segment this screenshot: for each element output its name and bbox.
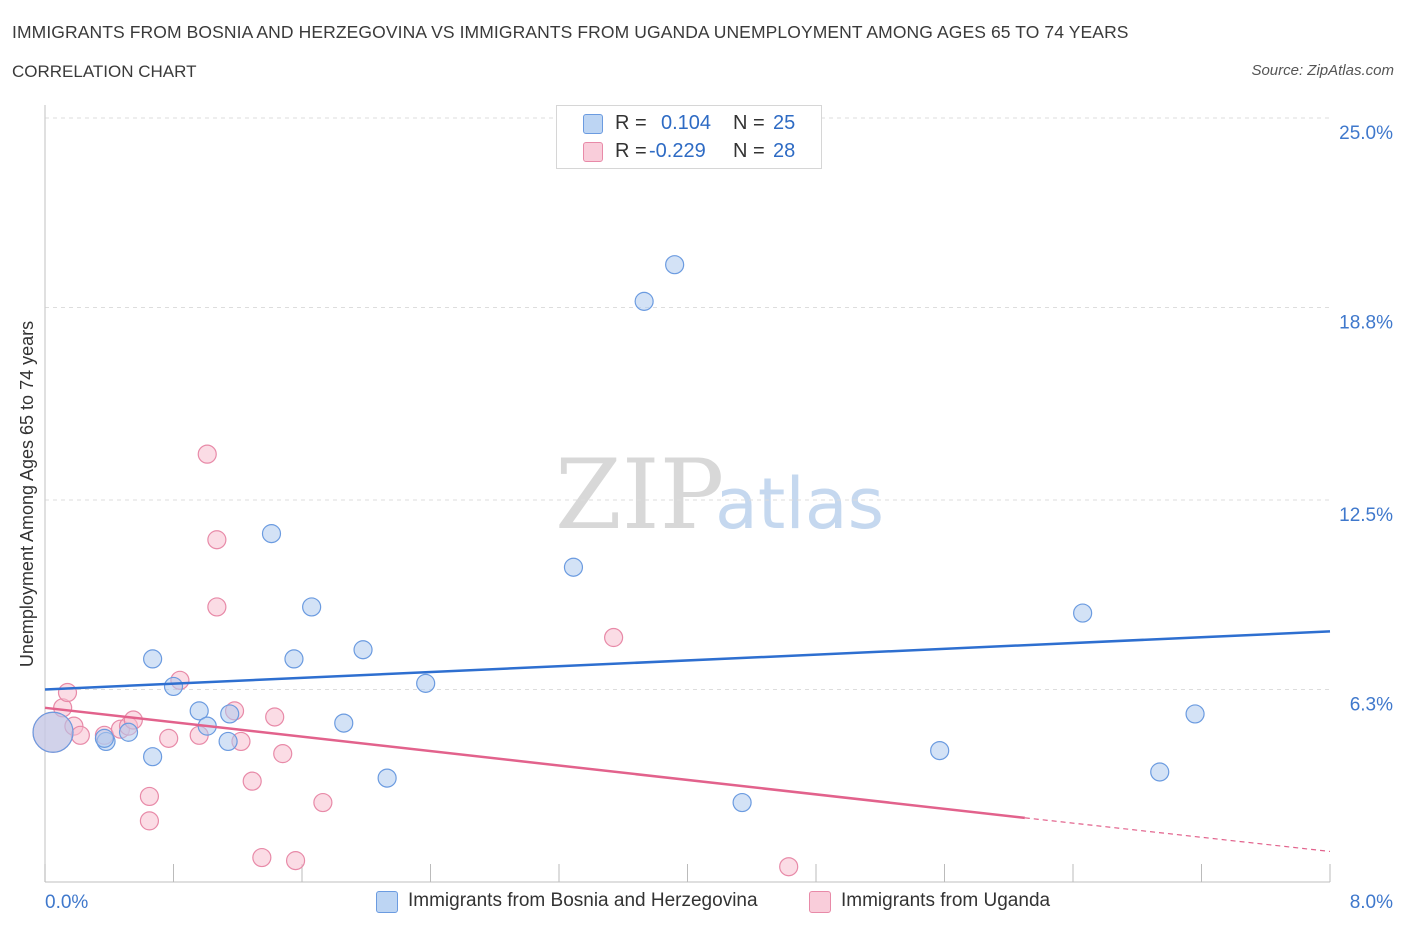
data-point-uganda xyxy=(139,811,160,831)
data-point-uganda xyxy=(242,771,262,791)
data-point-uganda xyxy=(70,725,90,745)
legend-box: R = 0.104 N = 25 R = -0.229 N = 28 xyxy=(556,105,822,169)
y-tick-label: 25.0% xyxy=(1339,123,1393,144)
data-point-uganda xyxy=(285,851,306,871)
legend-swatch-series1 xyxy=(583,114,603,134)
legend-n-label: N = xyxy=(733,140,765,162)
data-point-uganda xyxy=(159,728,179,748)
data-point-bosnia xyxy=(143,747,163,767)
data-point-bosnia xyxy=(1073,603,1093,623)
data-point-uganda xyxy=(197,444,217,464)
chart-title: IMMIGRANTS FROM BOSNIA AND HERZEGOVINA V… xyxy=(12,22,1129,42)
y-tick-label: 18.8% xyxy=(1339,312,1393,333)
legend-r-label: R = xyxy=(615,112,647,134)
legend-swatch-series2 xyxy=(583,142,603,162)
trendline-uganda-extension xyxy=(1024,817,1331,853)
bottom-legend-label-series2: Immigrants from Uganda xyxy=(841,890,1051,911)
chart-subtitle: CORRELATION CHART xyxy=(12,62,197,81)
data-point-bosnia xyxy=(334,713,354,733)
data-point-uganda xyxy=(265,707,285,727)
source-label: Source: ZipAtlas.com xyxy=(1251,62,1394,79)
data-point-bosnia xyxy=(665,255,685,275)
legend-r-label: R = xyxy=(615,140,647,162)
trendline-uganda xyxy=(44,706,1025,820)
data-point-bosnia xyxy=(118,722,139,742)
legend-row-series2: R = -0.229 N = 28 xyxy=(557,138,821,166)
data-point-uganda xyxy=(273,744,293,764)
data-point-bosnia xyxy=(563,557,584,577)
data-point-bosnia xyxy=(1185,704,1205,724)
x-tick-label: 0.0% xyxy=(45,892,88,913)
data-point-bosnia xyxy=(302,597,322,617)
data-point-bosnia xyxy=(732,792,752,813)
y-tick-label: 12.5% xyxy=(1339,505,1393,526)
legend-n-label: N = xyxy=(733,112,765,134)
data-point-uganda xyxy=(207,530,227,550)
data-point-bosnia xyxy=(163,676,184,697)
legend-n-value-series2: 28 xyxy=(773,140,796,162)
legend-row-series1: R = 0.104 N = 25 xyxy=(557,110,821,138)
data-point-bosnia xyxy=(94,728,115,748)
bottom-legend-label-series1: Immigrants from Bosnia and Herzegovina xyxy=(408,890,758,911)
data-point-bosnia xyxy=(284,649,304,669)
legend-n-value-series1: 25 xyxy=(773,112,796,134)
data-point-bosnia xyxy=(220,704,240,724)
legend-r-value-series2: -0.229 xyxy=(649,140,706,162)
watermark-atlas: atlas xyxy=(715,463,884,545)
data-point-bosnia xyxy=(218,731,238,752)
data-point-uganda xyxy=(139,786,160,807)
bottom-legend-swatch-series2 xyxy=(809,891,831,913)
y-axis-label: Unemployment Among Ages 65 to 74 years xyxy=(17,321,37,667)
data-point-bosnia xyxy=(930,740,950,761)
legend-r-value-series1: 0.104 xyxy=(661,112,712,134)
data-point-bosnia xyxy=(32,711,74,753)
watermark-zip: ZIP xyxy=(555,439,724,551)
data-point-bosnia xyxy=(353,640,373,660)
data-point-bosnia xyxy=(261,524,282,544)
data-point-bosnia xyxy=(143,649,163,669)
data-point-uganda xyxy=(604,627,624,648)
data-point-bosnia xyxy=(416,673,436,693)
y-tick-label: 6.3% xyxy=(1350,694,1393,715)
data-point-bosnia xyxy=(377,768,397,788)
data-point-uganda xyxy=(57,682,78,703)
data-point-uganda xyxy=(207,597,227,617)
data-point-uganda xyxy=(252,847,272,868)
data-point-uganda xyxy=(779,857,799,877)
data-point-bosnia xyxy=(1150,762,1170,782)
trendline-bosnia xyxy=(44,630,1331,691)
data-point-uganda xyxy=(313,792,333,813)
x-tick-label: 8.0% xyxy=(1350,892,1393,913)
data-point-bosnia xyxy=(634,291,654,311)
bottom-legend-swatch-series1 xyxy=(376,891,398,913)
data-point-bosnia xyxy=(189,701,209,721)
